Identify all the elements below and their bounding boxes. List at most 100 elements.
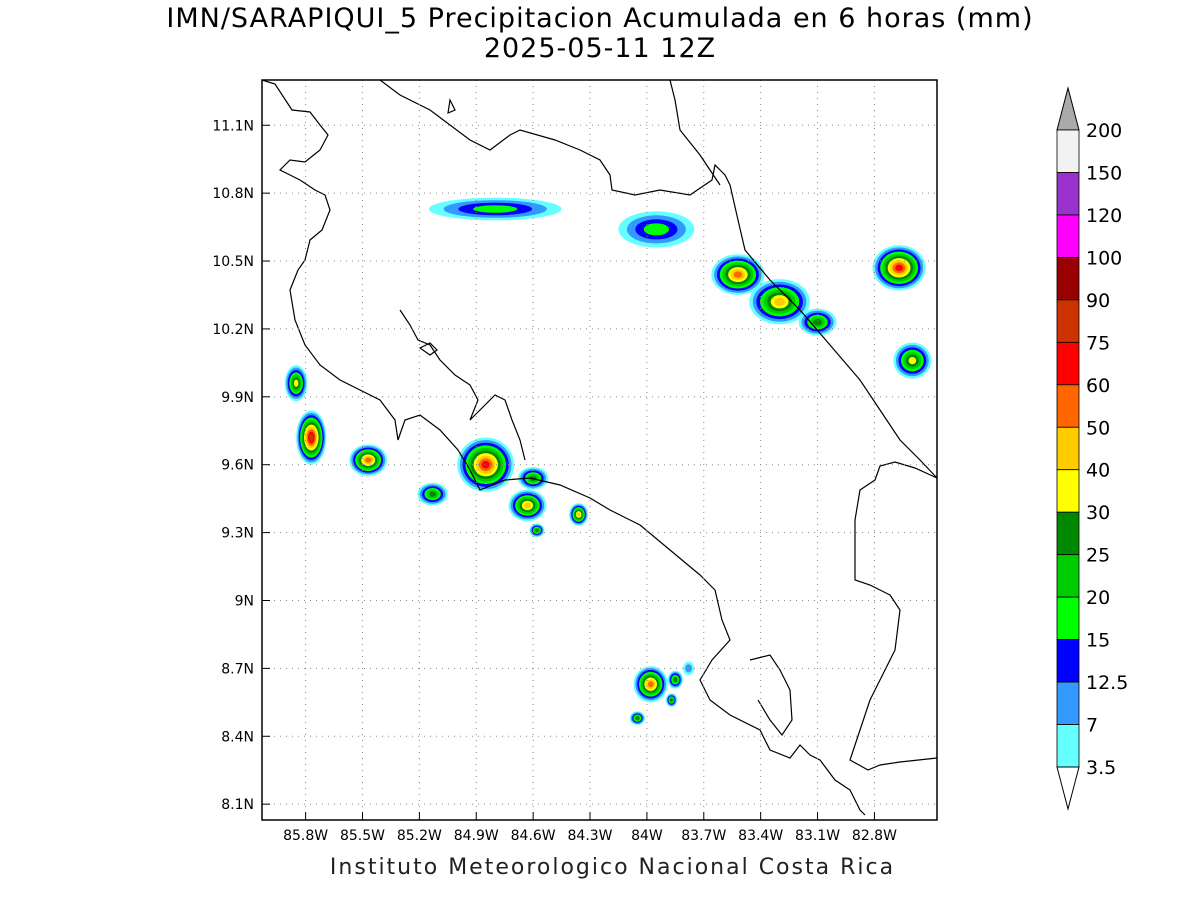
colorbar-level-label: 12.5 (1086, 672, 1128, 694)
colorbar-segment (1056, 172, 1080, 216)
colorbar-segment (1056, 639, 1080, 683)
precip-cell (665, 693, 678, 707)
precip-cell (872, 245, 926, 291)
colorbar-segment (1056, 214, 1080, 258)
precip-contour (670, 698, 673, 702)
colorbar-level-label: 75 (1086, 332, 1110, 354)
colorbar-segment (1056, 256, 1080, 301)
precip-contour (576, 512, 581, 517)
colorbar-segment (1056, 554, 1080, 598)
lat-tick-label: 10.2N (212, 322, 254, 338)
colorbar-segment (1056, 384, 1080, 428)
precip-contour (647, 681, 654, 688)
precip-cell (893, 342, 932, 379)
lon-tick-label: 83.4W (738, 828, 783, 844)
lon-tick-label: 83.7W (681, 828, 726, 844)
precip-contour (643, 223, 670, 236)
colorbar-level-label: 100 (1086, 247, 1122, 269)
lon-tick-label: 85.5W (340, 828, 385, 844)
precip-cell (569, 503, 589, 526)
colorbar-level-label: 30 (1086, 502, 1110, 524)
coastline-nicaragua (447, 98, 456, 114)
precip-cell (508, 489, 547, 522)
precip-contour (429, 491, 437, 497)
lon-tick-label: 85.2W (397, 828, 442, 844)
colorbar-level-label: 15 (1086, 630, 1110, 652)
colorbar-level-label: 7 (1086, 715, 1098, 737)
lat-tick-label: 9.3N (221, 526, 254, 542)
border-river (669, 79, 721, 186)
lat-tick-label: 9N (235, 593, 254, 609)
precip-cell (529, 523, 545, 538)
lat-tick-label: 8.4N (221, 729, 254, 745)
precip-contour (774, 297, 785, 306)
precip-contour (908, 356, 917, 365)
lat-tick-label: 8.1N (221, 797, 254, 813)
precip-contour (895, 264, 903, 272)
precip-cell (417, 482, 448, 506)
colorbar-level-label: 50 (1086, 417, 1110, 439)
precip-cell (296, 410, 327, 465)
precip-cell (618, 211, 695, 248)
colorbar-segment (1056, 724, 1080, 768)
precip-contour (309, 434, 314, 442)
precip-cell (798, 308, 837, 336)
colorbar-segment (1056, 681, 1080, 725)
colorbar-level-label: 25 (1086, 545, 1110, 567)
coastline-osa (749, 654, 793, 737)
precip-contour (673, 677, 678, 682)
coastline (261, 79, 938, 816)
colorbar-level-label: 20 (1086, 587, 1110, 609)
lat-tick-label: 8.7N (221, 661, 254, 677)
colorbar-bottom-arrow (1056, 766, 1080, 811)
lon-tick-label: 85.8W (283, 828, 328, 844)
precip-cell (667, 670, 683, 689)
colorbar-level-label: 40 (1086, 460, 1110, 482)
colorbar-level-label: 60 (1086, 375, 1110, 397)
lat-tick-label: 10.5N (212, 254, 254, 270)
precip-contour (635, 716, 640, 720)
colorbar-level-label: 150 (1086, 162, 1122, 184)
lon-tick-label: 83.1W (795, 828, 840, 844)
precip-contour (481, 460, 490, 469)
border-panama (849, 461, 938, 771)
map-subtitle-datetime: 2025-05-11 12Z (483, 33, 717, 64)
lon-tick-label: 82.8W (852, 828, 897, 844)
colorbar-segment (1056, 129, 1080, 173)
lon-tick-label: 84W (631, 828, 663, 844)
coastline-nicoya-gulf (399, 309, 526, 461)
precip-cell (629, 711, 646, 725)
institution-credit: Instituto Meteorologico Nacional Costa R… (329, 855, 896, 880)
map-frame (261, 79, 938, 821)
lon-tick-label: 84.9W (454, 828, 499, 844)
colorbar-level-label: 200 (1086, 120, 1122, 142)
precip-cell (711, 254, 765, 295)
colorbar-level-label: 120 (1086, 205, 1122, 227)
grid-lines (262, 80, 937, 820)
lat-tick-label: 9.9N (221, 390, 254, 406)
precipitation-cells (284, 197, 932, 725)
lon-tick-label: 84.3W (568, 828, 613, 844)
precip-cell (749, 279, 810, 325)
colorbar-top-arrow (1056, 86, 1080, 131)
precip-cell (349, 444, 388, 477)
precip-contour (524, 502, 531, 509)
lat-tick-label: 10.8N (212, 186, 254, 202)
precip-cell (633, 666, 668, 703)
precip-contour (733, 271, 743, 278)
colorbar-segment (1056, 426, 1080, 471)
lon-tick-label: 84.6W (511, 828, 556, 844)
coastline-pacific-north (261, 79, 866, 816)
colorbar-legend: 200 150 120 100 90 75 60 50 40 30 25 20 15 12.5 7 3.5 (1056, 86, 1128, 811)
precip-contour (473, 205, 518, 213)
latitude-labels: 11.1N 10.8N 10.5N 10.2N 9.9N 9.6N 9.3N 9N 8.7N 8.… (212, 118, 254, 813)
precip-contour (293, 379, 299, 387)
longitude-labels: 85.8W 85.5W 85.2W 84.9W 84.6W 84.3W 84W 83.7W 83… (283, 828, 897, 844)
precip-contour (813, 319, 822, 326)
colorbar-segment (1056, 299, 1080, 343)
colorbar-level-label: 90 (1086, 290, 1110, 312)
colorbar-segment (1056, 511, 1080, 556)
lat-tick-label: 11.1N (212, 118, 254, 134)
colorbar-level-label: 3.5 (1086, 757, 1116, 779)
lat-tick-label: 9.6N (221, 458, 254, 474)
